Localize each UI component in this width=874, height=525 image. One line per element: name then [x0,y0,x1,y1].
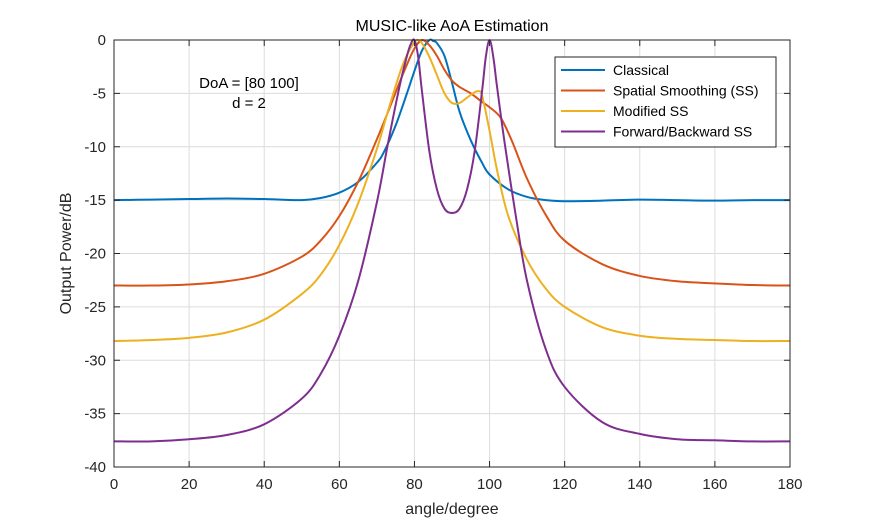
legend-label-1: Classical [613,62,669,78]
x-tick-label: 120 [552,476,577,493]
x-tick-label: 0 [110,476,118,493]
y-tick-label: -35 [84,406,106,423]
y-tick-label: -20 [84,246,106,263]
y-tick-label: -30 [84,352,106,369]
x-axis-title: angle/degree [405,501,499,518]
series-line-3 [114,38,790,343]
series-lines [114,38,790,443]
x-tick-label: 80 [406,476,423,493]
y-tick-label: -25 [84,299,106,316]
series-line-2 [114,38,790,287]
x-tick-label: 160 [702,476,727,493]
legend-label-2: Spatial Smoothing (SS) [613,83,759,99]
x-tick-label: 180 [777,476,802,493]
y-tick-label: -15 [84,192,106,209]
chart-title: MUSIC-like AoA Estimation [356,18,549,35]
annotation-doa: DoA = [80 100] [199,75,299,92]
annotation-d: d = 2 [232,95,266,112]
series-line-4 [114,38,790,443]
x-tick-label: 100 [477,476,502,493]
legend-items: Classical Spatial Smoothing (SS) Modified … [561,62,759,140]
x-tick-label: 40 [256,476,273,493]
x-tick-label: 20 [181,476,198,493]
y-tick-label: -10 [84,139,106,156]
y-tick-label: -5 [93,85,106,102]
y-tick-label: 0 [98,32,106,49]
x-tick-label: 140 [627,476,652,493]
ticks: 0 20 40 60 80 100 120 140 160 180 0 -5 -10 -15 -20 -25 -… [84,32,802,493]
x-tick-label: 60 [331,476,348,493]
series-line-1 [114,38,790,203]
legend-label-3: Modified SS [613,103,688,119]
legend-label-4: Forward/Backward SS [613,124,752,140]
y-tick-label: -40 [84,459,106,476]
legend: Classical Spatial Smoothing (SS) Modified … [554,56,777,148]
y-axis-title: Output Power/dB [58,193,75,315]
